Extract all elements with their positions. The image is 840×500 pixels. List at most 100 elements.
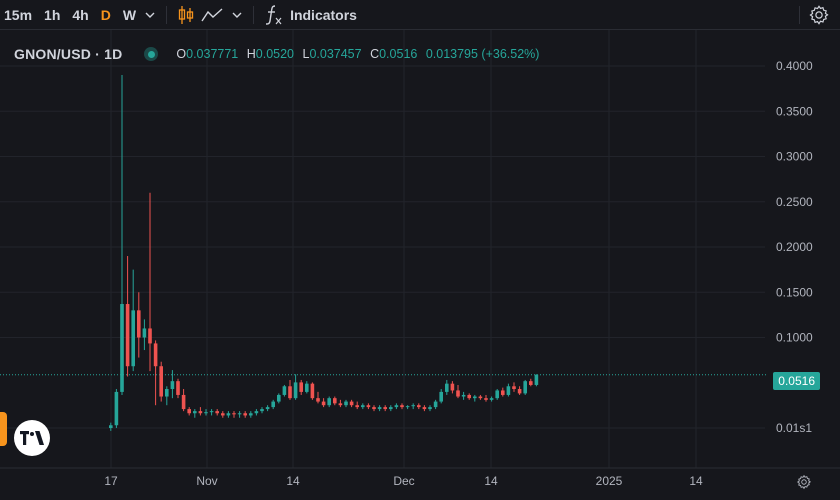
candle-body: [512, 386, 516, 390]
candle-body: [495, 390, 499, 399]
market-status-icon[interactable]: [144, 47, 159, 61]
candle-body: [120, 304, 124, 392]
candle-body: [439, 391, 443, 402]
candle-body: [327, 398, 331, 406]
candle-body: [405, 406, 410, 408]
function-icon[interactable]: [262, 4, 284, 26]
candle-body: [148, 328, 152, 344]
candle-body: [478, 396, 483, 399]
candle-body: [193, 411, 197, 414]
chart-type-chevron-down-icon[interactable]: [229, 7, 245, 23]
candle-body: [153, 343, 158, 367]
candle-body: [366, 405, 371, 408]
candle-body: [271, 401, 275, 408]
candle-body: [305, 383, 309, 392]
candle-body: [372, 407, 376, 410]
gear-icon[interactable]: [808, 4, 830, 26]
close-value: 0.0516: [379, 47, 418, 61]
side-panel-handle[interactable]: [0, 412, 7, 446]
open-label: O: [176, 47, 187, 61]
candle-body: [254, 411, 259, 414]
candle-body: [417, 405, 421, 408]
x-tick-label: 14: [484, 474, 498, 488]
candle-body: [450, 383, 455, 391]
timeframe-w-button[interactable]: W: [122, 6, 137, 23]
candle-body: [293, 382, 298, 399]
candle-body: [260, 409, 264, 412]
high-label: H: [246, 47, 256, 61]
y-tick-label: 0.4000: [776, 59, 813, 73]
chart-toolbar: 15m 1h 4h D W Indicators: [0, 0, 840, 30]
candle-body: [422, 407, 427, 410]
timeframe-d-button[interactable]: D: [100, 6, 111, 23]
x-tick-label: Dec: [393, 474, 414, 488]
candle-body: [506, 386, 511, 395]
candle-body: [215, 411, 219, 414]
y-tick-label: 0.01s1: [776, 421, 812, 435]
y-tick-label: 0.1000: [776, 331, 813, 345]
candle-body: [204, 412, 208, 414]
candle-body: [243, 413, 247, 416]
toolbar-divider: [253, 5, 255, 24]
candle-body: [321, 401, 326, 406]
timeframe-chevron-down-icon[interactable]: [142, 7, 158, 23]
candle-body: [198, 411, 203, 414]
candle-body: [400, 405, 404, 408]
candle-body: [355, 405, 359, 408]
candle-body: [114, 391, 119, 426]
indicators-button[interactable]: Indicators: [290, 6, 357, 23]
candle-body: [187, 409, 191, 414]
candle-body: [461, 394, 466, 397]
candle-body: [299, 382, 303, 392]
candle-body: [159, 366, 163, 397]
candle-body: [338, 403, 343, 406]
candle-body: [226, 413, 231, 416]
candle-body: [142, 328, 147, 338]
price-chart[interactable]: 0.4000 0.3500 0.3000 0.2500 0.2000 0.1500 0.10…: [0, 30, 840, 500]
y-tick-label: 0.3000: [776, 150, 813, 164]
candle-body: [165, 389, 169, 397]
high-value: 0.0520: [255, 47, 295, 61]
candle-body: [389, 407, 393, 410]
candle-body: [109, 425, 113, 428]
y-tick-label: 0.2000: [776, 240, 813, 254]
candle-body: [361, 405, 365, 408]
toolbar-divider: [799, 6, 800, 24]
candle-body: [232, 413, 236, 415]
candle-body: [176, 381, 180, 395]
ohlc-readout: O0.037771 H0.0520 L0.037457 C0.0516 0.01…: [176, 47, 544, 61]
candle-body: [282, 386, 287, 395]
line-chart-icon[interactable]: [201, 4, 223, 26]
timeframe-4h-button[interactable]: 4h: [72, 6, 89, 23]
candle-body: [209, 411, 214, 413]
candle-body: [411, 405, 415, 407]
candle-body: [249, 413, 253, 416]
y-tick-label: 0.3500: [776, 104, 813, 118]
candle-body: [131, 310, 135, 367]
candle-body: [517, 389, 522, 394]
candle-body: [467, 394, 471, 399]
candles-icon[interactable]: [175, 4, 197, 26]
symbol-label[interactable]: GNON/USD · 1D: [14, 46, 123, 62]
candle-body: [383, 407, 387, 410]
candle-body: [137, 310, 141, 338]
axis-settings-icon[interactable]: [796, 474, 812, 490]
x-tick-label: Nov: [196, 474, 217, 488]
candle-body: [333, 398, 337, 404]
tradingview-logo-icon[interactable]: [14, 420, 50, 456]
candle-body: [523, 381, 527, 394]
candle-body: [310, 383, 315, 399]
x-tick-label: 14: [689, 474, 703, 488]
candle-body: [433, 401, 438, 408]
timeframe-15m-button[interactable]: 15m: [4, 6, 33, 23]
x-tick-label: 14: [286, 474, 300, 488]
toolbar-divider: [166, 5, 168, 24]
candle-body: [489, 398, 494, 400]
candle-body: [221, 413, 225, 416]
close-label: C: [370, 47, 380, 61]
candle-body: [501, 390, 505, 395]
candle-body: [181, 394, 186, 410]
timeframe-1h-button[interactable]: 1h: [44, 6, 61, 23]
x-tick-label: 2025: [596, 474, 623, 488]
candle-body: [394, 405, 399, 408]
